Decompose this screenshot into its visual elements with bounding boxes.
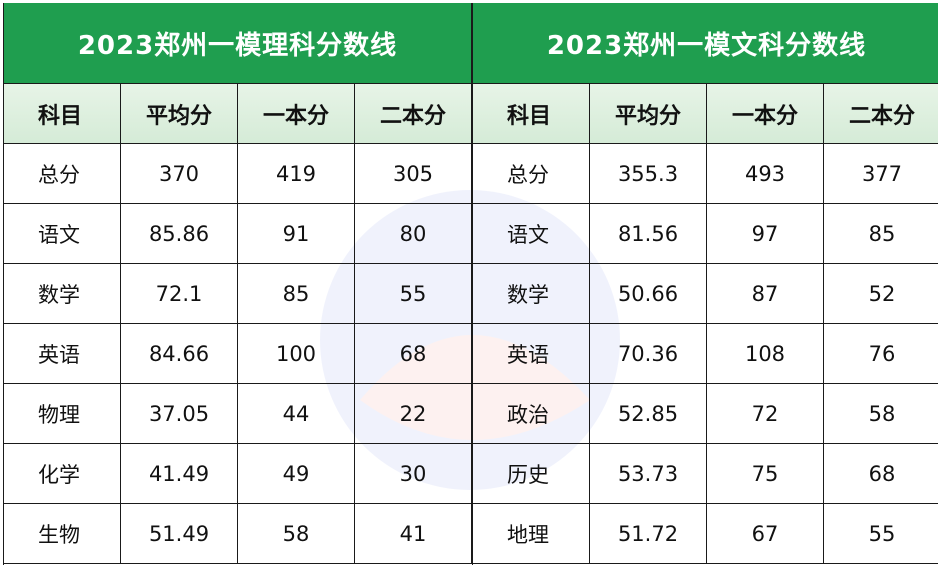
row-tier2: 55	[355, 264, 472, 324]
row-tier2: 52	[824, 264, 938, 324]
science-table-title: 2023郑州一模理科分数线	[4, 3, 472, 84]
row-average: 70.36	[590, 324, 707, 384]
row-tier1: 97	[707, 204, 824, 264]
header-tier2: 二本分	[824, 84, 938, 144]
row-tier2: 68	[824, 444, 938, 504]
row-tier2: 55	[824, 504, 938, 564]
row-average: 51.72	[590, 504, 707, 564]
row-tier1: 49	[238, 444, 355, 504]
liberal-arts-table-title: 2023郑州一模文科分数线	[473, 3, 938, 84]
row-tier1: 58	[238, 504, 355, 564]
row-tier2: 305	[355, 144, 472, 204]
row-tier2: 85	[824, 204, 938, 264]
row-tier2: 377	[824, 144, 938, 204]
header-tier2: 二本分	[355, 84, 472, 144]
row-tier1: 72	[707, 384, 824, 444]
row-subject: 生物	[4, 504, 121, 564]
row-tier1: 108	[707, 324, 824, 384]
row-average: 50.66	[590, 264, 707, 324]
row-average: 52.85	[590, 384, 707, 444]
row-average: 37.05	[121, 384, 238, 444]
row-average: 84.66	[121, 324, 238, 384]
row-subject: 语文	[4, 204, 121, 264]
row-tier1: 75	[707, 444, 824, 504]
row-tier2: 30	[355, 444, 472, 504]
science-table: 2023郑州一模理科分数线 科目 平均分 一本分 二本分 总分 370 419 …	[3, 3, 472, 565]
row-average: 355.3	[590, 144, 707, 204]
row-subject: 数学	[473, 264, 590, 324]
row-tier1: 85	[238, 264, 355, 324]
row-tier1: 91	[238, 204, 355, 264]
row-average: 72.1	[121, 264, 238, 324]
row-tier1: 419	[238, 144, 355, 204]
row-tier2: 58	[824, 384, 938, 444]
row-subject: 数学	[4, 264, 121, 324]
row-subject: 历史	[473, 444, 590, 504]
row-subject: 英语	[473, 324, 590, 384]
row-tier2: 76	[824, 324, 938, 384]
row-tier2: 68	[355, 324, 472, 384]
row-average: 53.73	[590, 444, 707, 504]
row-average: 51.49	[121, 504, 238, 564]
row-subject: 英语	[4, 324, 121, 384]
row-subject: 物理	[4, 384, 121, 444]
header-subject: 科目	[473, 84, 590, 144]
row-average: 81.56	[590, 204, 707, 264]
row-average: 41.49	[121, 444, 238, 504]
header-tier1: 一本分	[707, 84, 824, 144]
liberal-arts-table: 2023郑州一模文科分数线 科目 平均分 一本分 二本分 总分 355.3 49…	[472, 3, 938, 565]
row-tier1: 493	[707, 144, 824, 204]
row-subject: 政治	[473, 384, 590, 444]
header-average: 平均分	[590, 84, 707, 144]
row-average: 370	[121, 144, 238, 204]
row-tier2: 80	[355, 204, 472, 264]
row-tier1: 87	[707, 264, 824, 324]
score-tables: 2023郑州一模理科分数线 科目 平均分 一本分 二本分 总分 370 419 …	[3, 3, 938, 565]
row-subject: 地理	[473, 504, 590, 564]
row-subject: 语文	[473, 204, 590, 264]
row-subject: 总分	[473, 144, 590, 204]
row-subject: 总分	[4, 144, 121, 204]
header-subject: 科目	[4, 84, 121, 144]
row-tier2: 41	[355, 504, 472, 564]
row-tier1: 44	[238, 384, 355, 444]
header-tier1: 一本分	[238, 84, 355, 144]
row-average: 85.86	[121, 204, 238, 264]
row-tier1: 67	[707, 504, 824, 564]
header-average: 平均分	[121, 84, 238, 144]
row-tier2: 22	[355, 384, 472, 444]
row-tier1: 100	[238, 324, 355, 384]
row-subject: 化学	[4, 444, 121, 504]
